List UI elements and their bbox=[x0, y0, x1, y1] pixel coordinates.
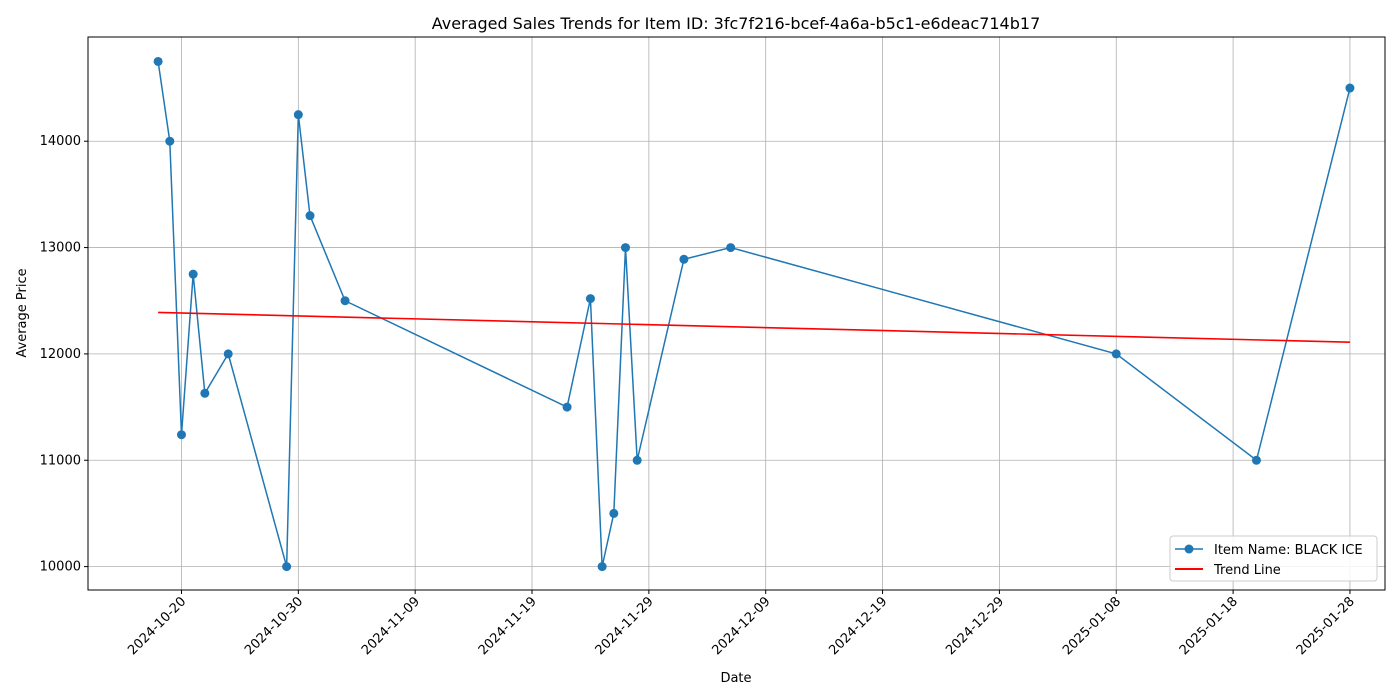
data-point bbox=[200, 388, 210, 398]
y-axis: 10000 11000 12000 13000 14000 bbox=[40, 134, 88, 575]
grid bbox=[88, 37, 1385, 590]
x-tick-label: 2025-01-18 bbox=[1177, 594, 1241, 658]
x-tick-label: 2024-12-09 bbox=[710, 594, 774, 658]
data-point bbox=[1111, 349, 1121, 359]
y-tick-label: 11000 bbox=[40, 453, 81, 468]
legend-marker-item bbox=[1184, 544, 1194, 554]
data-point bbox=[562, 402, 572, 412]
x-axis: 2024-10-20 2024-10-30 2024-11-09 2024-11-19… bbox=[125, 590, 1358, 658]
data-point bbox=[609, 508, 619, 518]
data-point bbox=[340, 296, 350, 306]
data-point bbox=[305, 211, 315, 221]
data-point bbox=[293, 110, 303, 120]
x-tick-label: 2025-01-28 bbox=[1294, 594, 1358, 658]
x-axis-label: Date bbox=[720, 671, 751, 686]
x-tick-label: 2024-11-09 bbox=[359, 594, 423, 658]
series-line-item bbox=[157, 61, 1351, 567]
x-tick-label: 2024-12-19 bbox=[826, 594, 890, 658]
data-point bbox=[679, 254, 689, 264]
data-point bbox=[223, 349, 233, 359]
legend-label-trend: Trend Line bbox=[1213, 563, 1281, 578]
data-point bbox=[1345, 83, 1355, 93]
data-point bbox=[188, 269, 198, 279]
y-axis-label: Average Price bbox=[15, 268, 30, 357]
y-tick-label: 13000 bbox=[40, 241, 81, 256]
x-tick-label: 2024-12-29 bbox=[943, 594, 1007, 658]
y-tick-label: 14000 bbox=[40, 134, 81, 149]
legend-label-item: Item Name: BLACK ICE bbox=[1214, 543, 1363, 558]
legend: Item Name: BLACK ICE Trend Line bbox=[1169, 535, 1378, 582]
legend-box bbox=[1169, 535, 1378, 582]
y-tick-label: 12000 bbox=[40, 347, 81, 362]
data-point bbox=[165, 136, 175, 146]
plot-area bbox=[153, 56, 1355, 572]
y-tick-label: 10000 bbox=[40, 560, 81, 575]
data-point bbox=[585, 294, 595, 304]
trend-line bbox=[158, 311, 1350, 344]
data-point bbox=[620, 243, 630, 253]
data-point bbox=[632, 455, 642, 465]
data-point bbox=[282, 562, 292, 572]
x-tick-label: 2024-10-20 bbox=[125, 594, 189, 658]
data-point bbox=[176, 430, 186, 440]
data-point bbox=[597, 562, 607, 572]
x-tick-label: 2024-11-19 bbox=[476, 594, 540, 658]
x-tick-label: 2024-10-30 bbox=[242, 594, 306, 658]
data-point bbox=[153, 56, 163, 66]
chart-title: Averaged Sales Trends for Item ID: 3fc7f… bbox=[432, 14, 1041, 33]
plot-frame bbox=[87, 36, 1386, 591]
x-tick-label: 2024-11-29 bbox=[593, 594, 657, 658]
data-point bbox=[726, 243, 736, 253]
data-point bbox=[1251, 455, 1261, 465]
x-tick-label: 2025-01-08 bbox=[1060, 594, 1124, 658]
